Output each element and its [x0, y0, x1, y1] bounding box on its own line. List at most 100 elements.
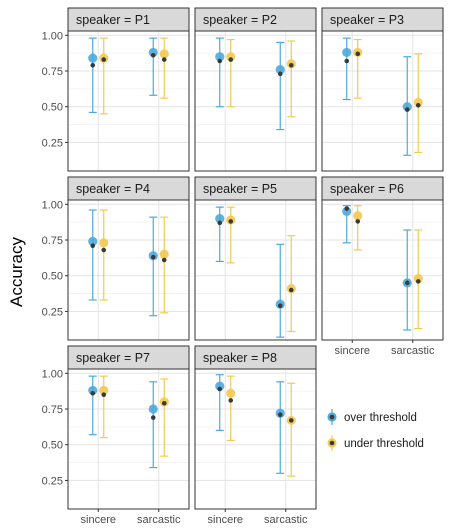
y-tick-label: 0.75 [42, 235, 63, 247]
legend-entry-over-threshold: over threshold [327, 409, 417, 425]
median-point-under-sincere [228, 57, 234, 62]
median-point-over-sarcastic [277, 303, 283, 309]
mean-point-under-sincere [353, 211, 363, 221]
x-tick-label-sarcastic: sarcastic [137, 514, 181, 526]
median-point-under-sincere [355, 219, 361, 224]
facet-panel-p3: speaker = P3 [321, 7, 444, 172]
panel-border [321, 199, 444, 341]
panel-border [194, 368, 317, 510]
mean-point-over-sincere [88, 236, 98, 247]
panel-background [68, 369, 189, 509]
facet-panels: speaker = P1 0.25 0.50 0.75 1.00 speaker = P2… [42, 7, 444, 526]
legend: over threshold under threshold [327, 409, 424, 451]
x-tick-label-sarcastic: sarcastic [391, 345, 435, 357]
mean-point-over-sarcastic [148, 47, 158, 58]
mean-point-over-sincere [215, 52, 225, 62]
facet-strip-label: speaker = P2 [203, 13, 277, 27]
facet-strip-label: speaker = P3 [330, 13, 404, 27]
median-point-under-sarcastic [415, 102, 421, 108]
median-point-under-sincere [355, 51, 361, 57]
facet-strip-label: speaker = P6 [330, 182, 404, 196]
mean-point-under-sincere [99, 238, 109, 248]
panel-border [321, 30, 444, 172]
y-tick-label: 1.00 [42, 368, 63, 380]
mean-point-under-sincere [99, 385, 109, 396]
panel-background [68, 31, 189, 171]
median-point-over-sarcastic [150, 415, 156, 420]
y-tick-label: 0.75 [42, 66, 63, 78]
median-point-over-sarcastic [277, 412, 283, 418]
legend-label: under threshold [344, 438, 424, 450]
mean-point-over-sincere [215, 381, 225, 391]
median-point-over-sarcastic [404, 280, 410, 286]
legend-key-median [329, 414, 335, 420]
facet-panel-p1: speaker = P1 0.25 0.50 0.75 1.00 [42, 7, 190, 172]
median-point-over-sincere [217, 220, 223, 226]
median-point-over-sincere [344, 58, 350, 64]
facet-strip-label: speaker = P8 [203, 351, 277, 365]
median-point-under-sincere [228, 219, 234, 224]
panel-background [322, 31, 443, 171]
median-point-over-sincere [90, 62, 96, 68]
median-point-over-sarcastic [277, 71, 283, 77]
facet-strip-label: speaker = P4 [76, 182, 150, 196]
median-point-under-sarcastic [288, 62, 294, 68]
median-point-under-sarcastic [288, 287, 294, 293]
mean-point-over-sincere [342, 206, 352, 217]
legend-label: over threshold [344, 412, 417, 424]
mean-point-over-sincere [88, 53, 98, 63]
y-tick-label: 0.75 [42, 404, 63, 416]
median-point-over-sincere [90, 390, 96, 396]
median-point-under-sincere [101, 392, 107, 398]
median-point-over-sarcastic [404, 107, 410, 112]
y-tick-label: 0.50 [42, 102, 63, 114]
mean-point-under-sarcastic [159, 249, 169, 259]
mean-point-under-sarcastic [413, 273, 423, 284]
median-point-over-sincere [90, 243, 96, 249]
x-tick-label-sincere: sincere [335, 345, 370, 357]
y-tick-label: 0.25 [42, 306, 63, 318]
median-point-under-sarcastic [161, 257, 167, 263]
median-point-over-sincere [344, 206, 350, 211]
mean-point-over-sincere [88, 385, 98, 396]
mean-point-over-sincere [342, 47, 352, 58]
facet-panel-p2: speaker = P2 [194, 7, 317, 172]
median-point-under-sarcastic [288, 418, 294, 423]
panel-border [194, 199, 317, 341]
x-tick-label-sincere: sincere [208, 514, 243, 526]
median-point-under-sarcastic [161, 400, 167, 406]
facet-panel-p4: speaker = P4 0.25 0.50 0.75 1.00 [42, 176, 190, 341]
median-point-over-sarcastic [150, 52, 156, 58]
mean-point-over-sarcastic [275, 64, 285, 75]
mean-point-under-sincere [226, 388, 236, 398]
panel-border [67, 30, 190, 172]
mean-point-under-sarcastic [159, 49, 169, 59]
y-tick-label: 1.00 [42, 30, 63, 42]
mean-point-under-sarcastic [413, 97, 423, 108]
mean-point-over-sincere [215, 213, 225, 224]
median-point-over-sincere [217, 58, 223, 64]
legend-entry-under-threshold: under threshold [327, 435, 424, 451]
y-tick-label: 0.25 [42, 475, 63, 487]
median-point-under-sarcastic [161, 57, 167, 62]
panel-background [322, 200, 443, 340]
facet-panel-p5: speaker = P5 [194, 176, 317, 341]
x-tick-label-sincere: sincere [81, 514, 116, 526]
panel-border [194, 30, 317, 172]
panel-background [195, 369, 316, 509]
mean-point-over-sarcastic [402, 102, 412, 112]
median-point-over-sarcastic [150, 254, 156, 260]
legend-key-median [329, 440, 335, 446]
facet-panel-p8: speaker = P8 sincere sarcastic [194, 345, 317, 526]
y-tick-label: 1.00 [42, 199, 63, 211]
y-tick-label: 0.25 [42, 137, 63, 149]
median-point-under-sincere [101, 247, 107, 253]
panel-background [68, 200, 189, 340]
facet-strip-label: speaker = P5 [203, 182, 277, 196]
median-point-under-sincere [101, 57, 107, 62]
facet-strip-label: speaker = P7 [76, 351, 150, 365]
panel-border [67, 199, 190, 341]
mean-point-over-sarcastic [148, 404, 158, 414]
mean-point-under-sincere [226, 52, 236, 62]
